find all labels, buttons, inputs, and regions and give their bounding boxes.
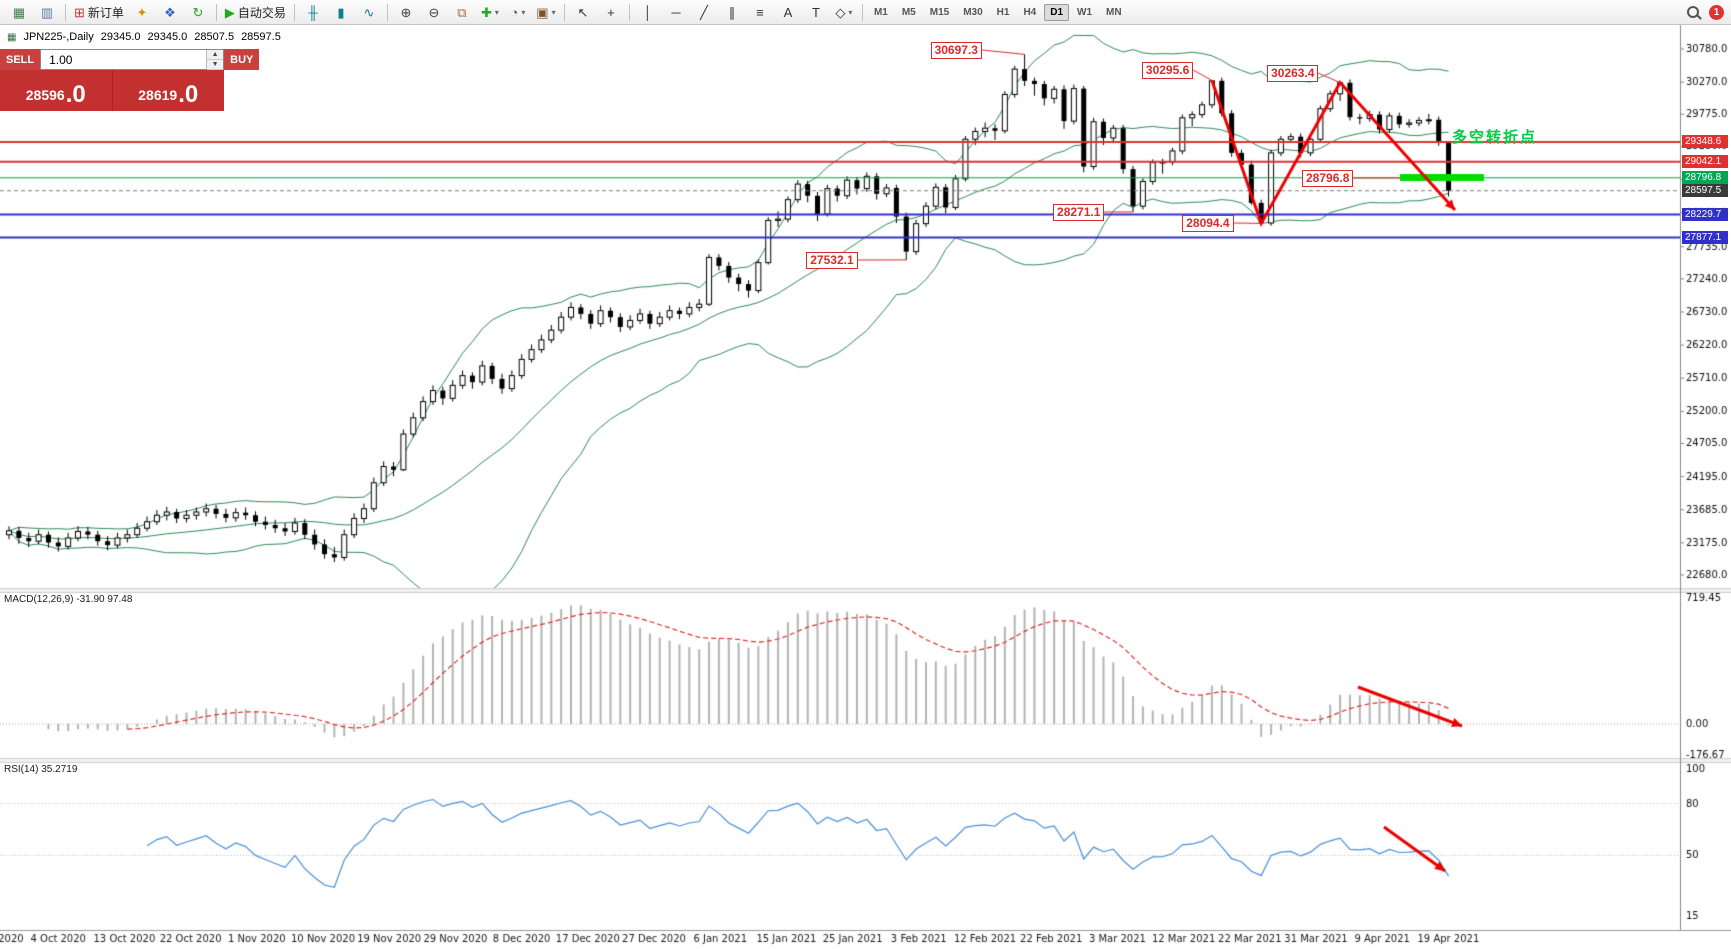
candlestick-chart-icon[interactable]: ▮ [337,4,345,20]
new-order-button[interactable]: ⊞ 新订单 [70,1,128,23]
autotrade-icon: ▶ [224,4,235,20]
volume-down-button[interactable]: ▼ [207,60,224,70]
open-value: 29345.0 [100,31,141,43]
chart-profiles-icon[interactable]: ▥ [40,4,54,20]
toolbar-separator [628,3,630,21]
notification-badge[interactable]: 1 [1709,4,1724,20]
timeframe-m30[interactable]: M30 [963,6,983,18]
templates-icon[interactable]: ▣ ▾ [536,4,556,20]
new-order-button-label: 新订单 [87,5,124,20]
one-click-trading-widget: SELL ▲ ▼ BUY 28596 .0 28619 .0 [0,49,260,111]
volume-input[interactable] [41,50,207,69]
timeframe-m5[interactable]: M5 [901,6,916,18]
line-chart-icon[interactable]: ∿ [363,4,375,20]
sell-price[interactable]: 28596 .0 [25,81,86,109]
chevron-down-icon: ▾ [551,7,556,17]
zoom-out-icon[interactable]: ⊖ [428,4,440,20]
volume-up-button[interactable]: ▲ [207,50,224,60]
chevron-down-icon: ▾ [494,7,499,17]
close-value: 28597.5 [241,31,281,43]
refresh-icon[interactable]: ↻ [192,4,204,20]
rsi-label: RSI(14) 35.2719 [4,764,78,775]
fibonacci-icon[interactable]: ≡ [756,4,764,20]
toolbar: ▦ ▥ ⊞ 新订单 ✦ ❖ ↻ ▶ 自动交易 ╫ ▮ ∿ ⊕ ⊖ ⧉ ✚ ▾ ◔ ▾ ▣ ▾ ↖ + │ ─ ╱ ∥ ≡ A T ◇ ▾ M1… [0,0,1731,25]
timeframe-h1[interactable]: H1 [996,6,1010,18]
timeframe-d1[interactable]: D1 [1044,3,1070,21]
crosshair-icon[interactable]: + [607,4,615,20]
tile-windows-icon[interactable]: ⧉ [457,4,467,20]
toolbar-separator [65,3,66,21]
toolbar-separator [386,3,388,21]
search-icon[interactable] [1686,5,1701,20]
buy-price[interactable]: 28619 .0 [111,70,225,111]
channel-icon[interactable]: ∥ [728,4,736,20]
periods-icon[interactable]: ◔ ▾ [510,4,526,20]
indicators-icon[interactable]: ✚ ▾ [480,4,499,20]
timeframe-m15[interactable]: M15 [929,6,950,18]
vertical-line-icon[interactable]: │ [643,4,652,20]
text-icon[interactable]: A [783,4,793,20]
chevron-down-icon: ▾ [848,7,853,17]
timeframe-group: M1 M5 M15 M30 H1 H4 D1 W1 MN [867,3,1129,21]
chevron-down-icon: ▾ [521,7,526,17]
shapes-icon[interactable]: ◇ ▾ [835,4,853,20]
timeframe-w1[interactable]: W1 [1077,6,1093,18]
buy-button[interactable]: BUY [224,49,260,70]
bar-chart-icon[interactable]: ╫ [308,4,318,20]
sell-button[interactable]: SELL [0,49,41,70]
macd-label: MACD(12,26,9) -31.90 97.48 [4,594,133,605]
timeframe-h4[interactable]: H4 [1023,6,1037,18]
toolbar-separator [293,3,295,21]
high-value: 29345.0 [147,31,188,43]
zoom-in-icon[interactable]: ⊕ [400,4,412,20]
quote-bar: ▦ JPN225-,Daily 29345.0 29345.0 28507.5 … [3,30,285,44]
compass-icon[interactable]: ✦ [136,4,148,20]
trendline-icon[interactable]: ╱ [700,4,708,20]
new-chart-icon[interactable]: ▦ [12,4,26,20]
cursor-icon[interactable]: ↖ [577,4,589,20]
autotrade-button-label: 自动交易 [237,5,286,20]
autotrade-button[interactable]: ▶ 自动交易 [221,1,290,23]
layouts-icon[interactable]: ❖ [164,4,176,20]
chart-icon: ▦ [7,31,17,43]
low-value: 28507.5 [194,31,235,43]
label-icon[interactable]: T [811,4,820,20]
timeframe-m1[interactable]: M1 [873,6,888,18]
volume-box: ▲ ▼ [40,49,225,70]
horizontal-line-icon[interactable]: ─ [671,4,681,20]
timeframe-mn[interactable]: MN [1106,6,1122,18]
toolbar-separator [563,3,565,21]
toolbar-separator [215,3,217,21]
new-order-icon: ⊞ [74,4,85,20]
symbol-timeframe: JPN225-,Daily [23,31,94,43]
